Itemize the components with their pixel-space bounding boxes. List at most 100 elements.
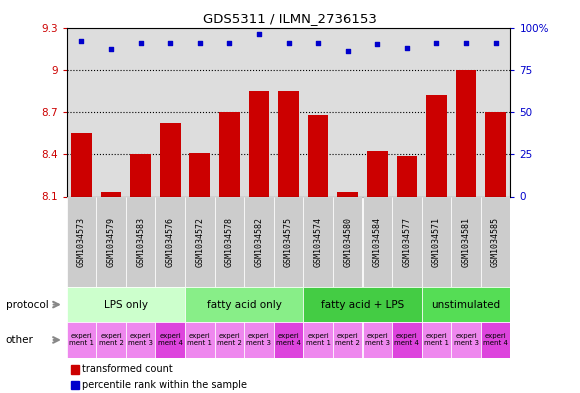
- Text: GSM1034573: GSM1034573: [77, 217, 86, 267]
- Text: experi
ment 1: experi ment 1: [306, 333, 331, 347]
- Text: experi
ment 2: experi ment 2: [217, 333, 242, 347]
- Text: protocol: protocol: [6, 299, 49, 310]
- Bar: [67, 196, 96, 287]
- Text: GSM1034584: GSM1034584: [373, 217, 382, 267]
- Bar: [333, 322, 362, 358]
- Point: [491, 40, 500, 46]
- Bar: [244, 196, 274, 287]
- Bar: [303, 322, 333, 358]
- Text: experi
ment 4: experi ment 4: [276, 333, 301, 347]
- Text: GSM1034577: GSM1034577: [403, 217, 411, 267]
- Text: experi
ment 3: experi ment 3: [454, 333, 478, 347]
- Bar: [71, 133, 92, 196]
- Text: GSM1034575: GSM1034575: [284, 217, 293, 267]
- Bar: [215, 196, 244, 287]
- Bar: [362, 322, 392, 358]
- Bar: [481, 322, 510, 358]
- Bar: [278, 91, 299, 196]
- Bar: [338, 192, 358, 196]
- Bar: [367, 151, 387, 196]
- Point: [462, 40, 471, 46]
- Point: [224, 40, 234, 46]
- Text: GSM1034571: GSM1034571: [432, 217, 441, 267]
- Text: other: other: [6, 335, 34, 345]
- Text: GSM1034583: GSM1034583: [136, 217, 145, 267]
- Bar: [362, 196, 392, 287]
- Bar: [397, 156, 417, 196]
- Text: GSM1034582: GSM1034582: [255, 217, 263, 267]
- Text: GSM1034576: GSM1034576: [166, 217, 175, 267]
- Text: transformed count: transformed count: [82, 364, 173, 374]
- Text: GSM1034585: GSM1034585: [491, 217, 500, 267]
- Bar: [185, 287, 303, 322]
- Bar: [155, 322, 185, 358]
- Bar: [422, 196, 451, 287]
- Text: GSM1034579: GSM1034579: [107, 217, 115, 267]
- Bar: [308, 115, 328, 196]
- Bar: [456, 70, 476, 196]
- Bar: [71, 380, 79, 389]
- Text: percentile rank within the sample: percentile rank within the sample: [82, 380, 247, 390]
- Point: [432, 40, 441, 46]
- Bar: [190, 153, 210, 196]
- Bar: [185, 196, 215, 287]
- Bar: [274, 322, 303, 358]
- Bar: [274, 196, 303, 287]
- Bar: [451, 322, 481, 358]
- Point: [343, 48, 352, 54]
- Bar: [126, 322, 155, 358]
- Point: [313, 40, 322, 46]
- Point: [403, 45, 412, 51]
- Text: experi
ment 3: experi ment 3: [246, 333, 271, 347]
- Bar: [392, 196, 422, 287]
- Text: GSM1034572: GSM1034572: [195, 217, 204, 267]
- Bar: [426, 95, 447, 196]
- Point: [255, 31, 264, 37]
- Bar: [96, 322, 126, 358]
- Bar: [244, 322, 274, 358]
- Text: fatty acid + LPS: fatty acid + LPS: [321, 299, 404, 310]
- Point: [77, 38, 86, 44]
- Text: GSM1034574: GSM1034574: [314, 217, 322, 267]
- Text: GDS5311 / ILMN_2736153: GDS5311 / ILMN_2736153: [203, 12, 377, 25]
- Bar: [303, 287, 422, 322]
- Text: experi
ment 3: experi ment 3: [128, 333, 153, 347]
- Bar: [249, 91, 269, 196]
- Bar: [451, 196, 481, 287]
- Text: fatty acid only: fatty acid only: [206, 299, 282, 310]
- Bar: [185, 322, 215, 358]
- Text: experi
ment 2: experi ment 2: [335, 333, 360, 347]
- Bar: [126, 196, 155, 287]
- Bar: [485, 112, 506, 196]
- Text: experi
ment 1: experi ment 1: [424, 333, 449, 347]
- Point: [195, 40, 204, 46]
- Bar: [422, 322, 451, 358]
- Bar: [71, 365, 79, 373]
- Point: [166, 40, 175, 46]
- Text: GSM1034581: GSM1034581: [462, 217, 470, 267]
- Bar: [481, 196, 510, 287]
- Text: experi
ment 4: experi ment 4: [158, 333, 183, 347]
- Text: experi
ment 1: experi ment 1: [69, 333, 94, 347]
- Bar: [392, 322, 422, 358]
- Text: experi
ment 2: experi ment 2: [99, 333, 124, 347]
- Bar: [155, 196, 185, 287]
- Bar: [67, 287, 185, 322]
- Text: experi
ment 3: experi ment 3: [365, 333, 390, 347]
- Bar: [219, 112, 240, 196]
- Bar: [101, 192, 121, 196]
- Point: [284, 40, 293, 46]
- Text: unstimulated: unstimulated: [432, 299, 501, 310]
- Point: [136, 40, 145, 46]
- Text: experi
ment 4: experi ment 4: [394, 333, 419, 347]
- Bar: [215, 322, 244, 358]
- Point: [107, 46, 116, 53]
- Point: [372, 41, 382, 48]
- Bar: [422, 287, 510, 322]
- Bar: [96, 196, 126, 287]
- Text: GSM1034578: GSM1034578: [225, 217, 234, 267]
- Bar: [130, 154, 151, 196]
- Text: LPS only: LPS only: [104, 299, 148, 310]
- Bar: [67, 322, 96, 358]
- Text: experi
ment 1: experi ment 1: [187, 333, 212, 347]
